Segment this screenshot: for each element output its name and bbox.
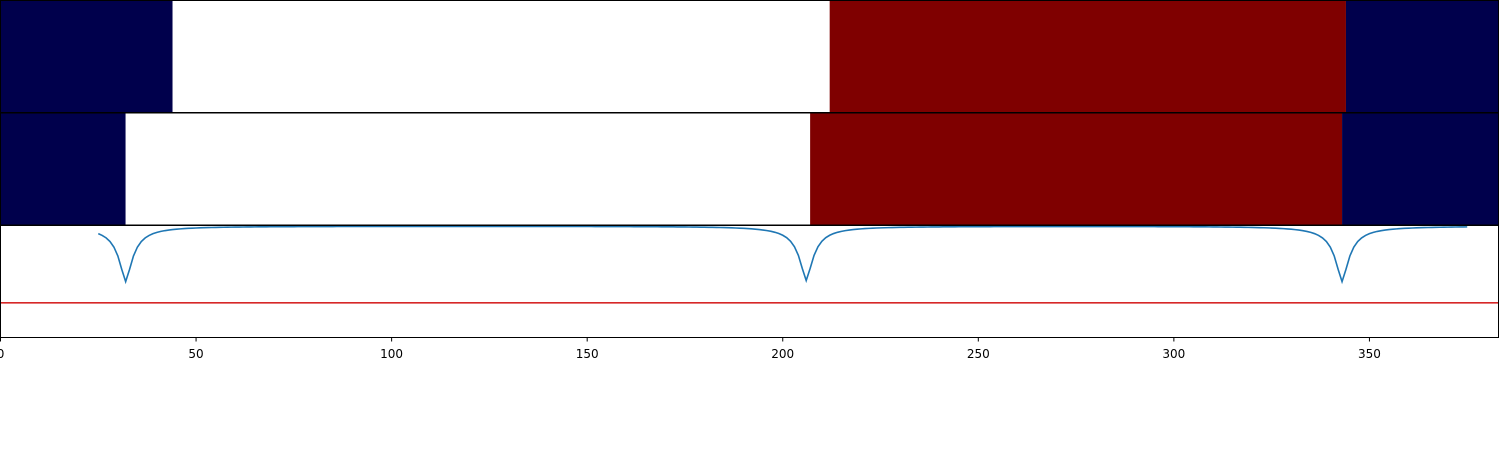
x-tick-label: 0 <box>0 347 4 361</box>
heatmap-segment <box>0 113 126 225</box>
signal-line <box>97 225 1468 285</box>
heatmap-segment <box>1345 0 1499 113</box>
x-tick-label: 100 <box>380 347 403 361</box>
x-tick-label: 250 <box>967 347 990 361</box>
heatmap-segment <box>125 113 811 225</box>
x-tick-label: 150 <box>576 347 599 361</box>
line-panel <box>0 225 1499 304</box>
x-tick-label: 350 <box>1358 347 1381 361</box>
x-tick-label: 200 <box>771 347 794 361</box>
heatmap-panel-middle <box>0 113 1499 225</box>
heatmap-segment <box>0 0 173 113</box>
heatmap-segment <box>810 113 1343 225</box>
heatmap-panel-top <box>0 0 1499 113</box>
heatmap-segment <box>172 0 830 113</box>
heatmap-segment <box>829 0 1346 113</box>
frame-bottom <box>0 225 1499 338</box>
heatmap-segment <box>1342 113 1499 225</box>
x-axis: 0 50 100 150 200 250 300 350 <box>0 337 1381 361</box>
x-tick-label: 300 <box>1162 347 1185 361</box>
x-tick-label: 50 <box>188 347 203 361</box>
